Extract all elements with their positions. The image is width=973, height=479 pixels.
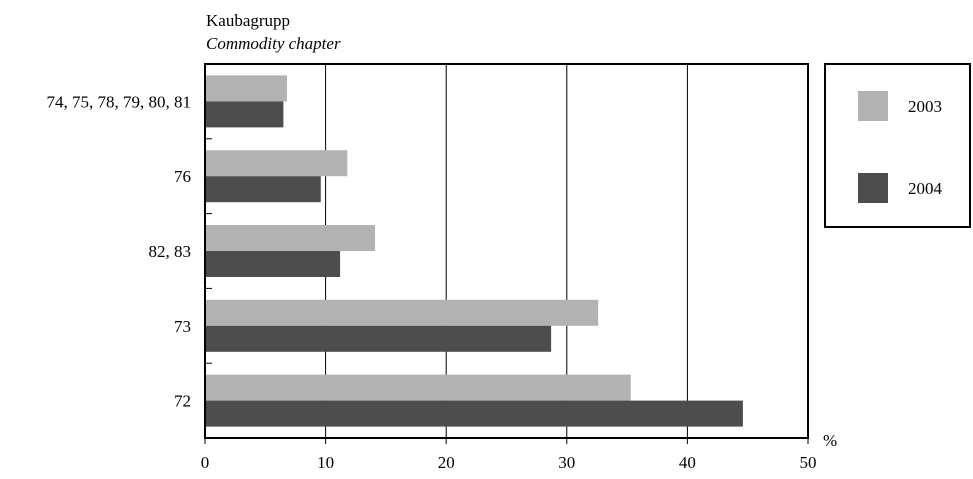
bars — [205, 75, 743, 427]
bar-2003 — [205, 299, 599, 326]
y-axis-tick-labels: 74, 75, 78, 79, 80, 81 76 82, 83 73 72 — [47, 92, 192, 410]
y-axis-title: Kaubagrupp — [206, 11, 290, 30]
bar-2004 — [205, 176, 321, 203]
bar-2003 — [205, 374, 631, 401]
legend-label-2003: 2003 — [908, 97, 942, 116]
bar-2004 — [205, 400, 743, 427]
x-axis-tick-labels: 0 10 20 30 40 50 — [201, 453, 817, 472]
legend-frame — [824, 63, 971, 228]
y-category-label: 73 — [174, 317, 191, 336]
bar-2003 — [205, 150, 348, 177]
x-tick-label: 40 — [679, 453, 696, 472]
y-category-label: 82, 83 — [149, 242, 192, 261]
legend-swatch-2004 — [858, 173, 888, 203]
x-tick-label: 10 — [317, 453, 334, 472]
bar-2004 — [205, 101, 284, 128]
bar-2003 — [205, 75, 288, 102]
y-axis-subtitle: Commodity chapter — [206, 34, 341, 53]
x-tick-label: 50 — [800, 453, 817, 472]
legend-label-2004: 2004 — [908, 179, 943, 198]
legend-swatch-2003 — [858, 91, 888, 121]
legend: 2003 2004 — [824, 63, 971, 228]
bar-2004 — [205, 251, 341, 277]
plot-frame — [204, 63, 809, 439]
x-tick-label: 30 — [558, 453, 575, 472]
y-category-label: 72 — [174, 392, 191, 411]
y-category-label: 74, 75, 78, 79, 80, 81 — [47, 92, 192, 111]
x-axis-unit-label: % — [823, 431, 837, 450]
x-tick-label: 0 — [201, 453, 210, 472]
y-axis-ticks — [205, 138, 212, 364]
y-category-label: 76 — [174, 167, 191, 186]
bar-2003 — [205, 225, 376, 251]
x-tick-label: 20 — [438, 453, 455, 472]
x-axis-ticks — [204, 438, 809, 444]
bar-2004 — [205, 325, 552, 352]
